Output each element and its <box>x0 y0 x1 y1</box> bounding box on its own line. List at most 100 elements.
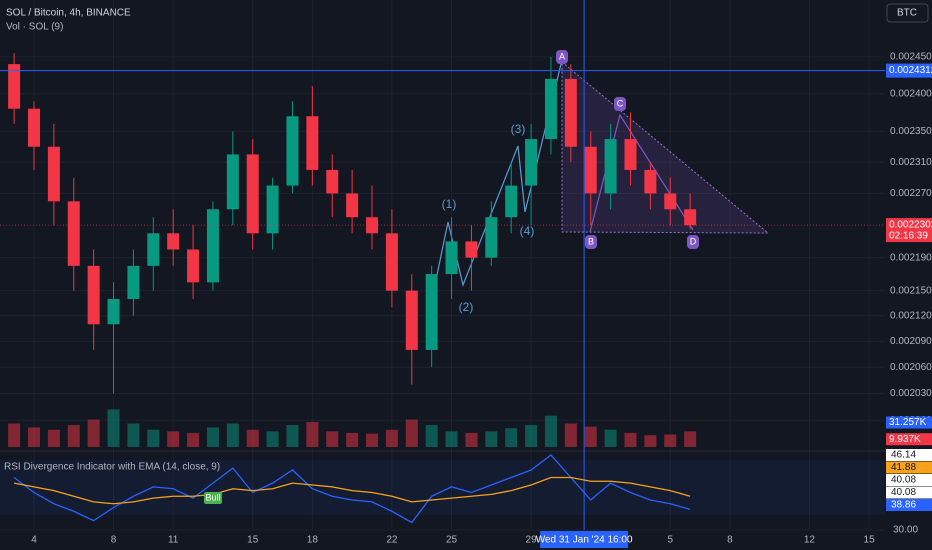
volume-bar <box>485 431 498 447</box>
volume-bar <box>584 426 597 447</box>
volume-bar <box>47 429 60 447</box>
pattern-badge <box>585 235 597 249</box>
volume-bar <box>425 425 438 447</box>
candle-body <box>445 241 458 275</box>
x-tick-label: 18 <box>307 535 319 546</box>
x-tick-label: 4 <box>31 535 37 546</box>
wave-label: (4) <box>520 224 535 238</box>
volume-bar <box>405 419 418 447</box>
countdown-label: 02:16:39 <box>889 231 928 242</box>
x-tick-label: 5 <box>667 535 673 546</box>
volume-tag <box>886 433 932 446</box>
x-tick-label: 8 <box>111 535 117 546</box>
candle-body <box>306 116 319 170</box>
volume-bar <box>664 434 677 447</box>
candle-body <box>87 265 100 325</box>
candle-body <box>127 265 140 300</box>
rsi-tag-label: 40.08 <box>891 487 916 498</box>
x-tick-label: 12 <box>804 535 816 546</box>
volume-tag <box>886 416 932 429</box>
volume-tag-label: 31.257K <box>889 417 927 428</box>
candle-body <box>47 146 60 202</box>
candle-body <box>8 64 21 109</box>
pattern-label: C <box>617 98 624 108</box>
candle-body <box>505 185 518 218</box>
volume-bar <box>147 429 160 447</box>
candle-body <box>385 233 398 291</box>
volume-bar <box>107 409 120 447</box>
rsi-line <box>13 476 691 505</box>
volume-bar <box>385 429 398 447</box>
volume-bar <box>525 425 538 447</box>
candle-body <box>28 108 41 147</box>
volume-bar <box>644 435 657 447</box>
candle-body <box>246 154 259 234</box>
pattern-label: A <box>559 51 565 61</box>
candle-body <box>644 169 657 194</box>
volume-bar <box>8 423 21 447</box>
rsi-tag <box>886 461 932 474</box>
candle-body <box>286 116 299 186</box>
price-tag <box>886 63 932 78</box>
rsi-band <box>0 460 885 515</box>
x-tick-label: 22 <box>386 535 398 546</box>
bull-label: Bull <box>205 492 220 502</box>
volume-bar <box>326 431 339 447</box>
x-tick-label: 29 <box>526 535 538 546</box>
crosshair-tag <box>540 531 629 548</box>
volume-bar <box>87 419 100 447</box>
candle-body <box>544 78 557 140</box>
candle-body <box>525 139 538 186</box>
volume-bar <box>366 433 379 447</box>
candle-body <box>405 290 418 350</box>
x-tick-label: 25 <box>446 535 458 546</box>
pattern-badge <box>614 97 626 111</box>
last-price-label: 0.0022302 <box>889 220 932 231</box>
x-tick-label: 15 <box>864 535 876 546</box>
candle-body <box>67 201 80 266</box>
crosshair-label: Wed 31 Jan '24 16:00 <box>536 535 633 546</box>
rsi-tag-label: 40.08 <box>891 475 916 486</box>
rsi-tag <box>886 449 932 461</box>
volume-legend: Vol · SOL (9) <box>6 22 63 33</box>
rsi-tag <box>886 474 932 486</box>
rsi-tag <box>886 486 932 499</box>
currency-label: BTC <box>897 8 917 19</box>
candle-body <box>107 299 120 325</box>
volume-bar <box>346 432 359 447</box>
rsi-legend: RSI Divergence Indicator with EMA (14, c… <box>4 462 220 473</box>
volume-bar <box>127 423 140 447</box>
volume-bar <box>684 431 697 447</box>
x-tick-label: 11 <box>168 535 179 546</box>
candle-body <box>425 274 438 350</box>
volume-bar <box>286 425 299 447</box>
currency-button[interactable] <box>886 3 929 23</box>
volume-bar <box>226 423 239 447</box>
volume-bar <box>544 415 557 447</box>
last-price-tag <box>886 218 932 243</box>
volume-bar <box>67 425 80 447</box>
wave-label: (2) <box>459 300 474 314</box>
abcd-line <box>589 113 694 233</box>
candle-body <box>664 193 677 210</box>
candle-body <box>584 146 597 194</box>
volume-tag-label: 9.937K <box>889 434 921 445</box>
volume-bar <box>624 432 637 447</box>
rsi-tag-label: 38.86 <box>891 500 916 511</box>
x-tick-label: 15 <box>247 535 259 546</box>
candle-body <box>604 139 617 194</box>
candle-body <box>465 241 478 258</box>
rsi-tag-label: 46.14 <box>891 450 916 461</box>
volume-bar <box>564 423 577 447</box>
rsi-line <box>13 454 691 524</box>
candle-body <box>187 249 200 283</box>
